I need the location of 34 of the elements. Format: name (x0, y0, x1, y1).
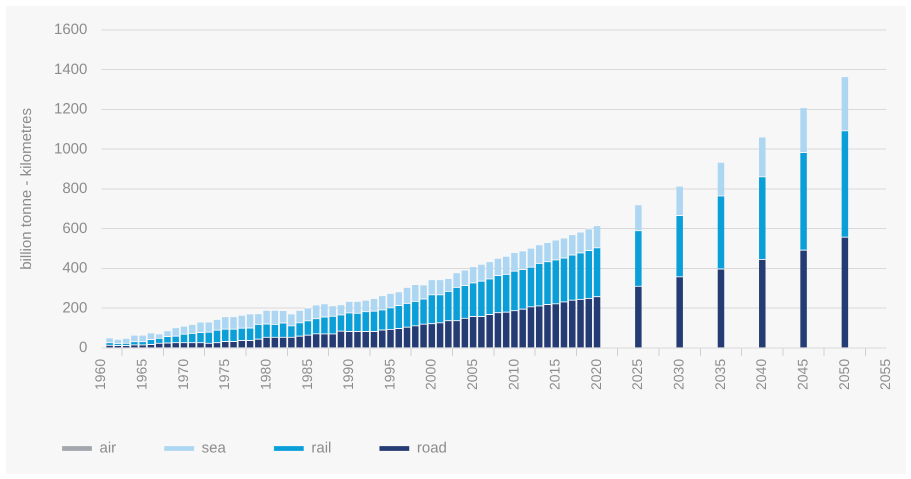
y-tick-label: 600 (62, 220, 88, 237)
legend-label: air (100, 440, 116, 457)
x-tick-label: 1970 (174, 358, 191, 390)
y-tick-label: 0 (79, 338, 88, 356)
x-tick-label: 2015 (546, 358, 563, 390)
x-tick-label: 2020 (588, 358, 604, 390)
x-tick-label: 2025 (629, 358, 646, 390)
x-tick-label: 2050 (836, 358, 852, 390)
y-tick-label: 200 (62, 299, 88, 316)
x-tick-label: 2035 (712, 358, 728, 390)
x-tick-label: 1960 (92, 358, 108, 390)
legend-label: rail (311, 440, 332, 457)
y-tick-label: 1400 (54, 60, 88, 78)
x-tick-label: 2000 (422, 358, 439, 390)
x-tick-label: 1985 (298, 358, 315, 390)
y-tick-label: 1200 (54, 100, 88, 118)
y-tick-label: 400 (62, 260, 88, 277)
x-tick-label: 2030 (670, 358, 687, 390)
x-tick-label: 2055 (877, 358, 894, 390)
x-tick-label: 1980 (257, 358, 274, 390)
x-tick-label: 2040 (753, 358, 770, 390)
x-tick-label: 1965 (134, 358, 150, 390)
y-tick-label: 800 (62, 180, 88, 198)
x-tick-label: 1990 (340, 358, 356, 390)
legend-label: road (416, 440, 447, 457)
y-tick-label: 1000 (54, 140, 88, 158)
x-tick-label: 1995 (381, 358, 398, 390)
x-tick-label: 2045 (794, 358, 810, 390)
y-axis-title: billion tonne - kilometres (18, 108, 36, 270)
x-tick-label: 2005 (464, 358, 480, 390)
x-tick-label: 2010 (505, 358, 522, 390)
x-tick-label: 1975 (216, 358, 232, 390)
y-tick-label: 1600 (54, 21, 88, 38)
legend-label: sea (202, 440, 227, 457)
